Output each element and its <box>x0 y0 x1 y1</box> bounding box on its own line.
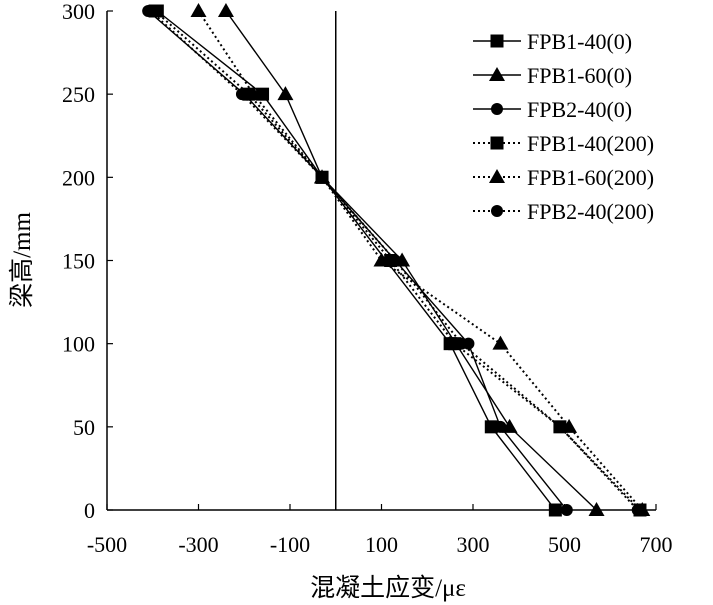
data-point <box>373 252 390 267</box>
data-point <box>560 504 573 516</box>
data-point <box>455 337 468 350</box>
legend-label: FPB1-40(0) <box>527 29 632 54</box>
data-point <box>631 504 644 516</box>
legend-marker <box>489 67 505 81</box>
legend-marker <box>490 136 504 150</box>
y-axis-title: 梁高/mm <box>8 212 36 308</box>
series-2 <box>217 3 605 516</box>
series-group <box>142 3 651 517</box>
legend-item: FPB2-40(0) <box>473 97 632 122</box>
legend-item: FPB1-40(200) <box>473 131 654 156</box>
data-point <box>494 420 507 433</box>
legend-marker <box>491 205 503 217</box>
series-line <box>156 10 556 511</box>
legend-item: FPB1-60(0) <box>473 63 632 88</box>
x-tick-label: 300 <box>457 532 490 557</box>
x-tick-label: 100 <box>365 532 398 557</box>
data-point <box>144 5 157 17</box>
legend: FPB1-40(0) FPB1-60(0) FPB2-40(0) FPB1-40(20… <box>473 29 654 224</box>
y-tick-label: 100 <box>62 332 95 357</box>
legend-marker <box>489 169 505 183</box>
series-line <box>225 10 598 511</box>
series-6 <box>144 5 644 516</box>
legend-label: FPB1-60(200) <box>527 165 654 190</box>
series-line <box>147 10 568 511</box>
x-tick-label: 500 <box>548 532 581 557</box>
legend-item: FPB2-40(200) <box>473 199 654 224</box>
legend-label: FPB1-40(200) <box>527 131 654 156</box>
legend-item: FPB1-60(200) <box>473 165 654 190</box>
legend-label: FPB2-40(0) <box>527 97 632 122</box>
data-point <box>316 171 329 184</box>
data-point <box>484 420 498 434</box>
x-tick-label: 700 <box>640 532 673 557</box>
data-point <box>548 503 562 517</box>
legend-item: FPB1-40(0) <box>473 29 632 54</box>
data-point <box>553 420 566 433</box>
y-tick-label: 300 <box>62 0 95 24</box>
x-tick-label: -300 <box>178 532 218 557</box>
legend-marker <box>491 103 503 115</box>
legend-label: FPB1-60(0) <box>527 63 632 88</box>
x-tick-label: -100 <box>270 532 310 557</box>
y-tick-label: 200 <box>62 165 95 190</box>
legend-marker <box>490 34 504 48</box>
y-tick-label: 50 <box>73 415 95 440</box>
data-point <box>217 3 234 17</box>
data-point <box>389 254 402 267</box>
series-3 <box>142 5 573 516</box>
legend-label: FPB2-40(200) <box>527 199 654 224</box>
x-axis-title: 混凝土应变/με <box>310 574 466 602</box>
y-tick-label: 0 <box>84 498 95 523</box>
data-point <box>235 88 248 101</box>
x-tick-label: -500 <box>87 532 127 557</box>
y-tick-label: 150 <box>62 249 95 274</box>
y-tick-label: 250 <box>62 82 95 107</box>
series-1 <box>150 4 562 517</box>
data-point <box>588 502 605 516</box>
axes: 0 50 100 150 200 250 300 -500 -300 -100 100 300 500 7… <box>62 0 673 557</box>
data-point <box>245 86 262 101</box>
data-point <box>190 3 207 17</box>
data-point <box>492 335 509 350</box>
data-point <box>277 86 294 101</box>
